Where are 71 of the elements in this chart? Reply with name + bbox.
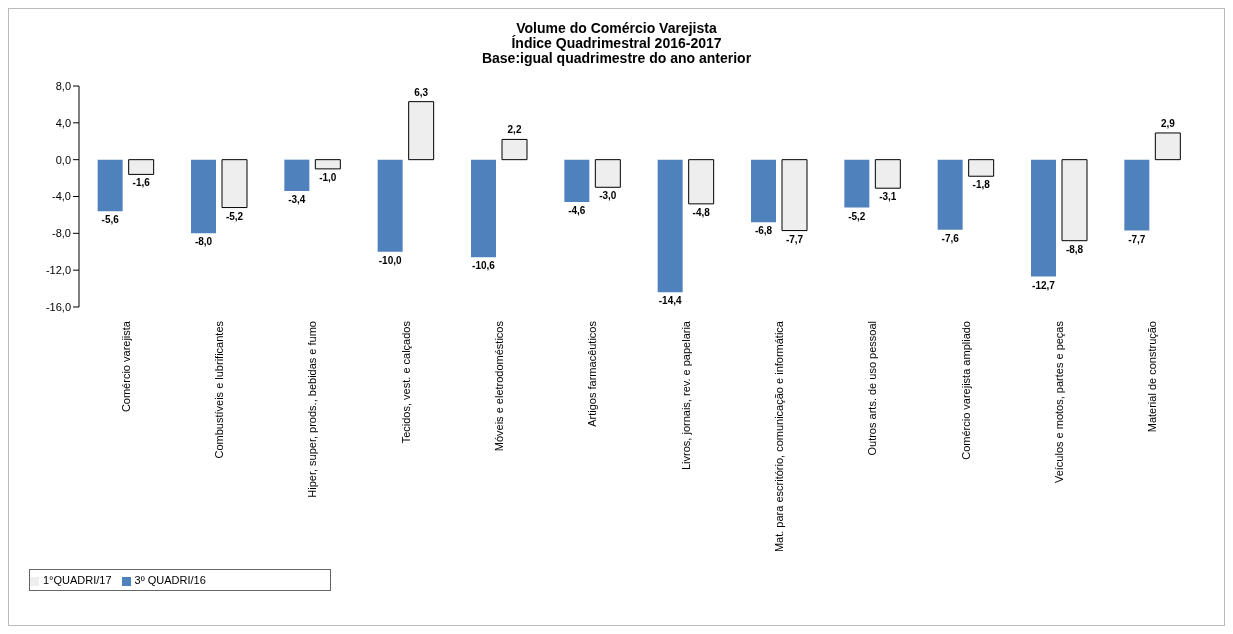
x-tick-label: Livros, jornais, rev. e papelaria (679, 320, 692, 470)
bar (97, 159, 123, 212)
data-label: -8,8 (1065, 243, 1084, 255)
bar (874, 159, 901, 189)
data-label: -10,0 (378, 254, 402, 266)
data-label: 2,2 (507, 124, 522, 136)
bar (564, 159, 590, 203)
bar (471, 159, 496, 258)
x-tick-label: Artigos farmacêuticos (586, 320, 599, 427)
bar (377, 159, 403, 252)
bar (1154, 132, 1181, 161)
data-label: -7,7 (785, 233, 804, 245)
x-tick-label: Tecidos, vest. e calçados (399, 320, 412, 444)
y-tick-label: 8,0 (55, 79, 71, 92)
data-label: -1,8 (972, 179, 991, 191)
x-tick-label: Comércio varejista ampliado (959, 321, 972, 460)
bar (937, 159, 963, 230)
data-label: -5,6 (101, 214, 120, 226)
bar (1124, 159, 1150, 231)
x-tick-label: Outros arts. de uso pessoal (866, 321, 879, 456)
y-tick-label: -16,0 (45, 300, 71, 313)
bar (128, 159, 155, 175)
data-label: -14,4 (658, 295, 682, 307)
bar (284, 159, 310, 191)
bar (781, 159, 808, 232)
data-label: -8,0 (194, 236, 213, 248)
data-label: -1,6 (132, 177, 151, 189)
y-tick-label: -12,0 (45, 264, 71, 277)
data-label: -7,6 (941, 232, 960, 244)
bar (1061, 159, 1088, 242)
bar (594, 159, 621, 188)
legend-label: 3º QUADRI/16 (134, 574, 206, 586)
data-label: -5,2 (225, 210, 244, 222)
chart-subtitle: Índice Quadrimestral 2016-2017 Base:igual quadrimestre do ano anterior (480, 35, 753, 66)
bar (751, 159, 776, 223)
bar (314, 159, 341, 170)
x-tick-label: Comércio varejista (119, 320, 132, 413)
bar (968, 159, 995, 177)
data-label: -1,0 (319, 171, 337, 183)
bar (191, 159, 216, 234)
data-label: -5,2 (848, 210, 866, 222)
y-tick-label: 0,0 (55, 153, 71, 166)
x-tick-label: Material de construção (1146, 321, 1159, 433)
bar (1031, 159, 1056, 277)
data-label: 2,9 (1160, 117, 1176, 129)
bar (844, 159, 870, 208)
y-tick-label: 4,0 (55, 116, 71, 129)
bar (221, 159, 248, 209)
bar (501, 138, 528, 161)
y-tick-label: -4,0 (52, 190, 71, 203)
y-tick-label: -8,0 (52, 227, 71, 240)
legend-label: 1°QUADRI/17 (43, 574, 112, 586)
data-label: 6,3 (414, 86, 429, 98)
chart-title: Volume do Comércio Varejista (516, 20, 718, 36)
data-label: -3,0 (599, 190, 617, 202)
x-tick-label: Veículos e motos, partes e peças (1053, 320, 1065, 484)
data-label: -4,8 (692, 206, 711, 218)
bar (657, 159, 683, 293)
x-tick-label: Hiper, super, prods., bebidas e fumo (306, 321, 319, 498)
data-label: -12,7 (1032, 279, 1056, 291)
data-label: -3,4 (288, 193, 306, 205)
data-label: -7,7 (1128, 233, 1146, 245)
x-tick-label: Combustíveis e lubrificantes (213, 320, 225, 459)
data-label: -3,1 (879, 191, 897, 203)
x-tick-label: Mat. para escritório, comunicação e informática (773, 320, 785, 553)
x-tick-label: Móveis e eletrodomésticos (493, 320, 505, 452)
bar (688, 159, 715, 205)
data-label: -6,8 (754, 225, 773, 237)
data-label: -4,6 (568, 205, 586, 217)
data-label: -10,6 (472, 260, 496, 272)
bar (408, 101, 435, 161)
